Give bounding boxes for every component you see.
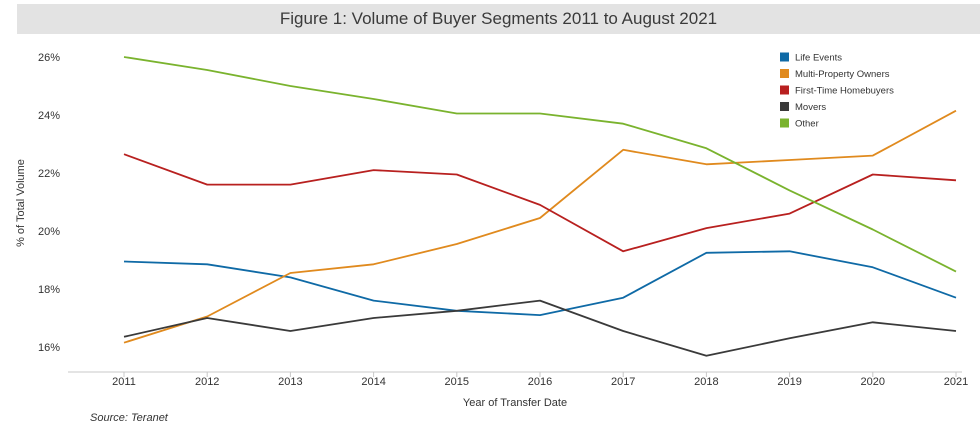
x-tick-label: 2019 xyxy=(777,376,801,388)
series-line-life-events xyxy=(123,250,957,317)
x-tick-label: 2013 xyxy=(278,376,302,388)
y-tick-label: 16% xyxy=(38,342,60,354)
y-tick-label: 18% xyxy=(38,284,60,296)
legend-label: Other xyxy=(795,119,819,130)
x-tick-label: 2012 xyxy=(195,376,219,388)
legend-label: First-Time Homebuyers xyxy=(795,86,894,97)
legend-swatch xyxy=(780,118,789,128)
chart-title: Figure 1: Volume of Buyer Segments 2011 … xyxy=(279,9,718,28)
x-tick-label: 2014 xyxy=(361,376,385,388)
x-tick-label: 2015 xyxy=(445,376,469,388)
x-tick-label: 2016 xyxy=(528,376,552,388)
x-tick-label: 2021 xyxy=(944,376,968,388)
y-axis-label: % of Total Volume xyxy=(15,159,27,247)
y-tick-label: 24% xyxy=(38,110,60,122)
series-line-first-time-homebuyers xyxy=(123,153,957,253)
y-tick-label: 22% xyxy=(38,168,60,180)
series-line-multi-property-owners xyxy=(123,109,957,344)
legend-swatch xyxy=(780,69,789,78)
x-tick-label: 2017 xyxy=(611,376,635,388)
series-line-movers xyxy=(123,299,957,357)
legend-label: Multi-Property Owners xyxy=(795,69,890,80)
y-tick-label: 26% xyxy=(38,52,60,64)
x-tick-label: 2020 xyxy=(861,376,885,388)
series-line-other xyxy=(123,56,957,273)
legend-swatch xyxy=(780,102,789,111)
source-note: Source: Teranet xyxy=(90,412,168,424)
legend-label: Life Events xyxy=(795,53,842,64)
x-axis-label: Year of Transfer Date xyxy=(463,397,567,409)
x-tick-label: 2018 xyxy=(694,376,718,388)
chart-title-bar: Figure 1: Volume of Buyer Segments 2011 … xyxy=(17,4,980,34)
y-tick-label: 20% xyxy=(38,226,60,238)
legend-swatch xyxy=(780,85,789,95)
x-tick-label: 2011 xyxy=(112,376,136,388)
legend-label: Movers xyxy=(795,102,826,113)
legend-swatch xyxy=(780,52,789,62)
